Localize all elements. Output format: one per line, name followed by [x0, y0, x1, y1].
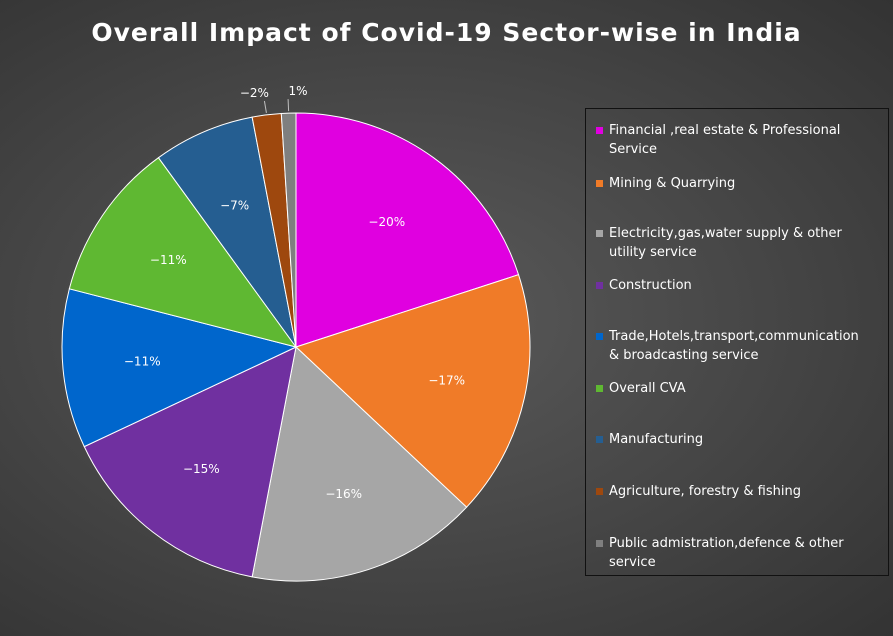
legend-label-4: Trade,Hotels,transport,communication & b… — [609, 329, 859, 363]
legend-swatch-4 — [596, 333, 603, 340]
legend-label-1: Mining & Quarrying — [609, 176, 736, 191]
data-label-2: −16% — [325, 487, 362, 501]
legend-swatch-8 — [596, 540, 603, 547]
legend-swatch-6 — [596, 436, 603, 443]
legend-label-3: Construction — [609, 278, 692, 293]
legend-item-4: Trade,Hotels,transport,communication & b… — [596, 327, 888, 365]
data-label-0: −20% — [368, 215, 405, 229]
legend-item-5: Overall CVA — [596, 379, 888, 398]
leader-line-8 — [287, 99, 290, 112]
legend-item-8: Public admistration,defence & other serv… — [596, 534, 888, 572]
legend-swatch-3 — [596, 282, 603, 289]
data-label-1: −17% — [428, 374, 465, 388]
legend-item-0: Financial ,real estate & Professional Se… — [596, 121, 888, 159]
legend-swatch-1 — [596, 180, 603, 187]
pie-slice-0 — [295, 112, 520, 348]
pie-slice-4 — [61, 288, 298, 448]
pie-slice-6 — [157, 116, 297, 348]
legend-swatch-7 — [596, 488, 603, 495]
data-label-8: 1% — [289, 84, 308, 98]
data-label-6: −7% — [220, 198, 249, 212]
legend-swatch-5 — [596, 385, 603, 392]
legend-swatch-0 — [596, 127, 603, 134]
legend-label-0: Financial ,real estate & Professional Se… — [609, 123, 841, 157]
data-label-5: −11% — [150, 253, 187, 267]
pie-slice-5 — [68, 156, 298, 348]
legend-item-3: Construction — [596, 276, 888, 295]
legend: Financial ,real estate & Professional Se… — [585, 108, 889, 576]
pie-slice-3 — [83, 346, 297, 578]
data-label-4: −11% — [124, 355, 161, 369]
data-label-3: −15% — [183, 462, 220, 476]
legend-item-2: Electricity,gas,water supply & other uti… — [596, 224, 888, 262]
legend-label-6: Manufacturing — [609, 432, 704, 447]
legend-item-1: Mining & Quarrying — [596, 174, 888, 193]
chart-title: Overall Impact of Covid-19 Sector-wise i… — [91, 18, 802, 47]
legend-label-7: Agriculture, forestry & fishing — [609, 484, 801, 499]
legend-item-6: Manufacturing — [596, 430, 888, 449]
data-label-7: −2% — [240, 86, 269, 100]
legend-label-2: Electricity,gas,water supply & other uti… — [609, 226, 842, 260]
legend-item-7: Agriculture, forestry & fishing — [596, 482, 888, 501]
legend-swatch-2 — [596, 230, 603, 237]
pie-slice-8 — [280, 112, 297, 348]
legend-label-5: Overall CVA — [609, 381, 686, 396]
leader-line-7 — [263, 100, 267, 113]
pie-slice-2 — [251, 346, 468, 582]
pie-slice-1 — [295, 274, 531, 508]
legend-label-8: Public admistration,defence & other serv… — [609, 536, 844, 570]
